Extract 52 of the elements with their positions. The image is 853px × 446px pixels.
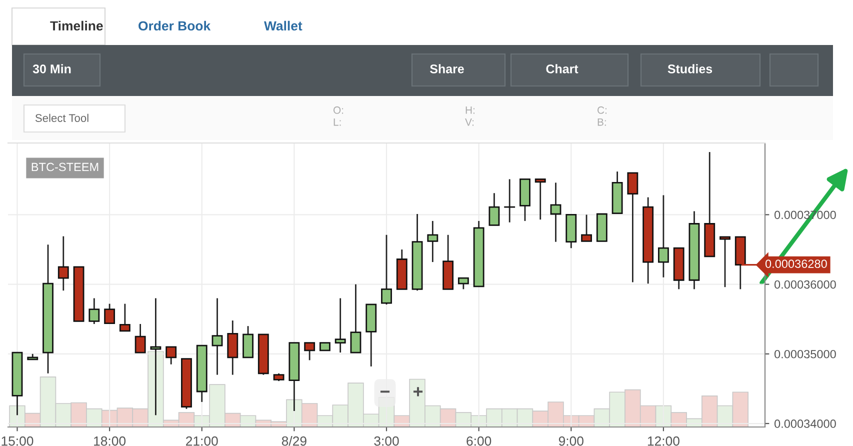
y-tick-label: 0.00034000 bbox=[774, 420, 836, 428]
candlestick bbox=[550, 182, 562, 243]
x-tick-label: 6:00 bbox=[466, 436, 492, 446]
x-tick-label: 9:00 bbox=[558, 436, 584, 446]
y-tick-label: 0.00035000 bbox=[774, 350, 836, 358]
x-tick-label: 8/29 bbox=[282, 436, 306, 446]
candlestick bbox=[720, 236, 730, 288]
candlestick bbox=[627, 172, 638, 283]
candlestick bbox=[119, 303, 130, 332]
candlestick bbox=[350, 284, 362, 354]
text: V: bbox=[465, 118, 474, 126]
x-tick-label: 12:00 bbox=[648, 436, 680, 446]
text: Share bbox=[430, 64, 464, 74]
x-tick-label: 15:00 bbox=[2, 436, 34, 446]
candlestick bbox=[488, 192, 500, 226]
candlestick bbox=[58, 236, 69, 292]
text: Order Book bbox=[138, 20, 211, 31]
candlestick bbox=[304, 342, 316, 361]
x-tick-label: 3:00 bbox=[374, 436, 399, 446]
text: Select Tool bbox=[35, 114, 88, 122]
ref-line-label: 0.00036280 bbox=[765, 260, 827, 268]
text: B: bbox=[598, 118, 606, 126]
text: Wallet bbox=[264, 20, 302, 31]
candlestick bbox=[658, 194, 669, 278]
x-tick-label: 21:00 bbox=[186, 436, 218, 446]
candlestick bbox=[212, 298, 223, 376]
candlestick bbox=[104, 303, 116, 324]
candlestick bbox=[166, 346, 177, 366]
candlestick bbox=[227, 320, 238, 376]
text: H: bbox=[466, 106, 474, 114]
candlestick bbox=[581, 214, 592, 242]
candlestick bbox=[334, 298, 346, 354]
annotation: − bbox=[380, 390, 390, 393]
candlestick bbox=[534, 178, 546, 220]
text: 30 Min bbox=[32, 64, 71, 74]
candlestick bbox=[150, 298, 162, 416]
x-tick-label: 18:00 bbox=[94, 436, 126, 446]
text: C: bbox=[598, 106, 606, 114]
text: Chart bbox=[546, 64, 578, 74]
candlestick bbox=[427, 220, 438, 263]
text: Timeline bbox=[50, 20, 103, 31]
candlestick bbox=[88, 298, 100, 325]
candlestick bbox=[242, 325, 254, 358]
text: Studies bbox=[668, 64, 712, 74]
candlestick bbox=[134, 323, 146, 354]
text: L: bbox=[334, 118, 341, 126]
y-tick-label: 0.00036000 bbox=[774, 280, 836, 289]
candlestick bbox=[458, 277, 469, 290]
text: O: bbox=[333, 106, 344, 114]
annotation: BTC-STEEM bbox=[32, 162, 98, 172]
candlestick bbox=[381, 234, 392, 306]
annotation: + bbox=[413, 387, 423, 396]
